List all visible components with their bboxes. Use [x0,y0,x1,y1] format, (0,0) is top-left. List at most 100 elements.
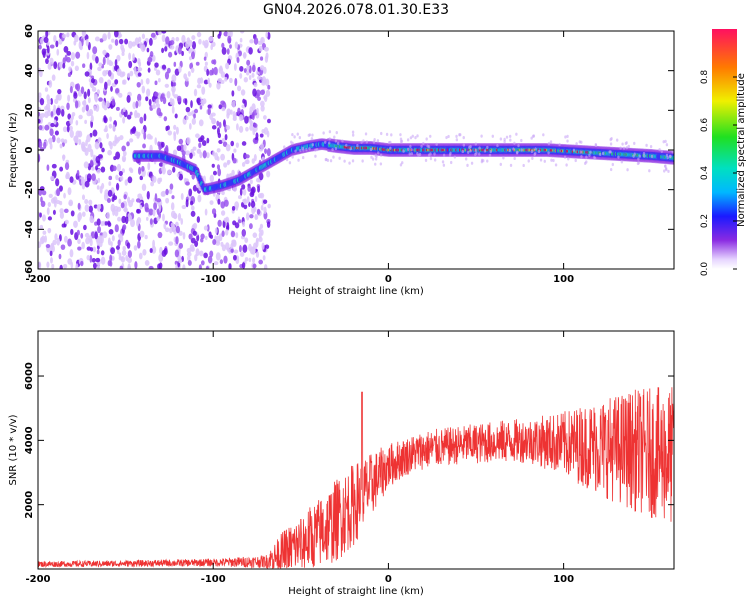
noise-speck [144,234,148,240]
noise-speck [100,256,106,265]
y-tick-label: -20 [24,181,35,199]
noise-speck [190,210,196,217]
ridge-scatter [486,145,489,149]
noise-speck [204,61,208,66]
noise-speck [74,100,79,109]
ridge-scatter [288,161,292,165]
noise-speck [221,42,225,49]
noise-speck [226,247,230,252]
noise-speck [230,109,233,115]
noise-speck [251,158,255,164]
noise-speck [257,185,261,193]
noise-speck [73,220,78,228]
ridge-scatter [291,155,294,159]
noise-speck [60,138,65,143]
noise-speck [119,265,124,269]
noise-speck [233,63,237,71]
ridge-scatter [389,146,392,150]
ridge-scatter [664,164,667,168]
noise-speck [248,243,252,252]
noise-speck [185,199,189,208]
noise-speck [97,265,100,269]
noise-speck [229,173,233,178]
noise-speck [232,116,237,121]
noise-speck [209,174,214,183]
ridge-scatter [435,142,438,146]
noise-speck [259,65,265,71]
noise-speck [181,205,187,210]
noise-speck [242,221,246,228]
y-tick-label: 2000 [24,491,35,519]
noise-speck [75,130,81,138]
noise-speck [265,31,269,39]
ridge-scatter [522,163,525,168]
noise-speck [149,248,153,253]
noise-speck [80,86,85,95]
noise-speck [122,79,125,85]
ridge-scatter [360,140,363,144]
ridge-scatter [449,151,452,155]
noise-speck [259,223,264,229]
noise-speck [127,265,132,269]
noise-speck [47,227,52,234]
noise-speck [173,61,177,67]
ridge-scatter [343,159,346,163]
noise-speck [191,35,196,41]
noise-speck [204,208,208,216]
noise-speck [261,242,265,250]
noise-speck [242,229,246,237]
noise-speck [105,100,110,108]
noise-speck [139,41,143,50]
noise-speck [45,31,49,38]
noise-speck [243,198,248,206]
noise-speck [252,263,257,269]
noise-speck [157,263,161,269]
noise-speck [216,148,221,153]
noise-speck [127,257,132,264]
ridge-scatter [467,150,470,154]
noise-speck [66,50,72,56]
noise-speck [121,215,127,224]
noise-speck [162,96,167,105]
ridge-scatter [302,148,305,152]
noise-speck [262,199,268,204]
noise-speck [108,44,113,50]
noise-speck [145,96,149,102]
ridge-scatter [324,157,328,162]
ridge-scatter [348,161,351,165]
noise-speck [68,199,74,207]
noise-speck [239,31,245,34]
noise-speck [123,194,127,200]
ridge-scatter [406,138,410,142]
ridge-scatter [593,155,596,160]
noise-speck [186,137,191,145]
noise-speck [178,230,183,236]
noise-speck [217,219,222,227]
noise-speck [38,118,41,124]
noise-speck [203,79,209,85]
noise-speck [160,191,165,197]
noise-speck [58,253,62,260]
noise-speck [198,264,202,269]
noise-speck [206,224,210,232]
noise-speck [173,213,178,220]
noise-speck [169,45,175,50]
ridge-scatter [299,148,302,153]
noise-speck [263,127,269,135]
ridge-scatter [508,148,511,152]
y-tick-label: 4000 [24,426,35,454]
noise-speck [41,235,46,244]
noise-speck [68,125,73,131]
noise-speck [90,114,94,123]
noise-speck [136,112,141,118]
noise-speck [128,40,133,49]
noise-speck [95,165,98,171]
noise-speck [197,77,202,85]
noise-speck [157,231,163,239]
noise-speck [113,65,118,71]
noise-speck [181,149,186,156]
noise-speck [195,248,200,257]
ridge-scatter [478,152,481,156]
noise-speck [103,128,108,133]
noise-speck [193,108,199,114]
